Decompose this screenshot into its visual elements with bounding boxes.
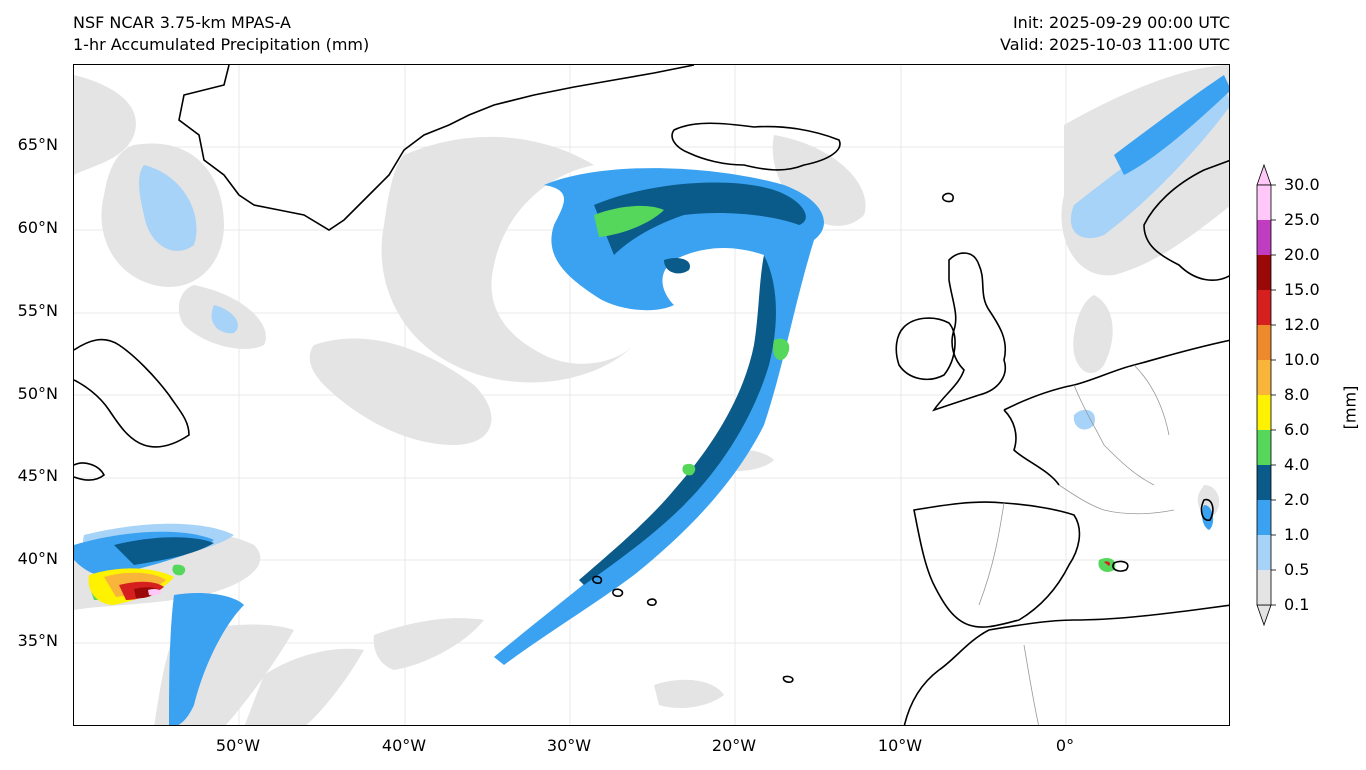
colorbar-tick-label: 0.1 (1284, 595, 1310, 614)
colorbar-band (1257, 465, 1271, 500)
latitude-label: 60°N (17, 218, 58, 237)
time-block: Init: 2025-09-29 00:00 UTC Valid: 2025-1… (1000, 12, 1230, 56)
precip-heavy-core (88, 558, 1116, 605)
colorbar-band (1257, 500, 1271, 535)
colorbar-band (1257, 430, 1271, 465)
colorbar-tick-label: 6.0 (1284, 420, 1310, 439)
colorbar-tick-label: 20.0 (1284, 245, 1320, 264)
latitude-label: 55°N (17, 301, 58, 320)
colorbar-band (1257, 325, 1271, 360)
latitude-label: 45°N (17, 466, 58, 485)
colorbar-band (1257, 395, 1271, 430)
colorbar-tick-label: 8.0 (1284, 385, 1310, 404)
colorbar-band (1257, 570, 1271, 605)
colorbar-band (1257, 290, 1271, 325)
precip-darkblue-areas (114, 182, 806, 585)
map-panel (73, 64, 1230, 726)
longitude-label: 10°W (877, 736, 923, 755)
coastlines (74, 65, 1229, 725)
longitude-label: 40°W (381, 736, 427, 755)
longitude-label: 30°W (546, 736, 592, 755)
longitude-label: 50°W (215, 736, 261, 755)
colorbar (1256, 163, 1276, 627)
colorbar-tick-label: 4.0 (1284, 455, 1310, 474)
colorbar-band (1257, 220, 1271, 255)
colorbar-band (1257, 360, 1271, 395)
init-time: Init: 2025-09-29 00:00 UTC (1012, 13, 1230, 32)
colorbar-tick-label: 2.0 (1284, 490, 1310, 509)
country-borders (978, 364, 1175, 725)
colorbar-extend-min (1256, 604, 1272, 627)
latitude-label: 35°N (17, 631, 58, 650)
colorbar-tick-label: 25.0 (1284, 210, 1320, 229)
valid-time: Valid: 2025-10-03 11:00 UTC (999, 35, 1230, 54)
model-title: NSF NCAR 3.75-km MPAS-A (73, 13, 291, 32)
colorbar-tick-label: 1.0 (1284, 525, 1310, 544)
colorbar-band (1257, 535, 1271, 570)
colorbar-unit-label: [mm] (1340, 385, 1360, 430)
latitude-label: 65°N (17, 135, 58, 154)
colorbar-tick-label: 10.0 (1284, 350, 1320, 369)
colorbar-tick-label: 15.0 (1284, 280, 1320, 299)
colorbar-extend-max (1256, 163, 1272, 186)
title-block: NSF NCAR 3.75-km MPAS-A 1-hr Accumulated… (73, 12, 369, 56)
colorbar-band (1257, 255, 1271, 290)
colorbar-tick-label: 12.0 (1284, 315, 1320, 334)
latitude-label: 40°N (17, 549, 58, 568)
longitude-label: 0° (1055, 736, 1075, 755)
precipitation-map (74, 65, 1229, 725)
colorbar-band (1257, 185, 1271, 220)
colorbar-tick-label: 0.5 (1284, 560, 1310, 579)
colorbar-tick-label: 30.0 (1284, 175, 1320, 194)
longitude-label: 20°W (711, 736, 757, 755)
field-title: 1-hr Accumulated Precipitation (mm) (73, 35, 370, 54)
latitude-label: 50°N (17, 384, 58, 403)
